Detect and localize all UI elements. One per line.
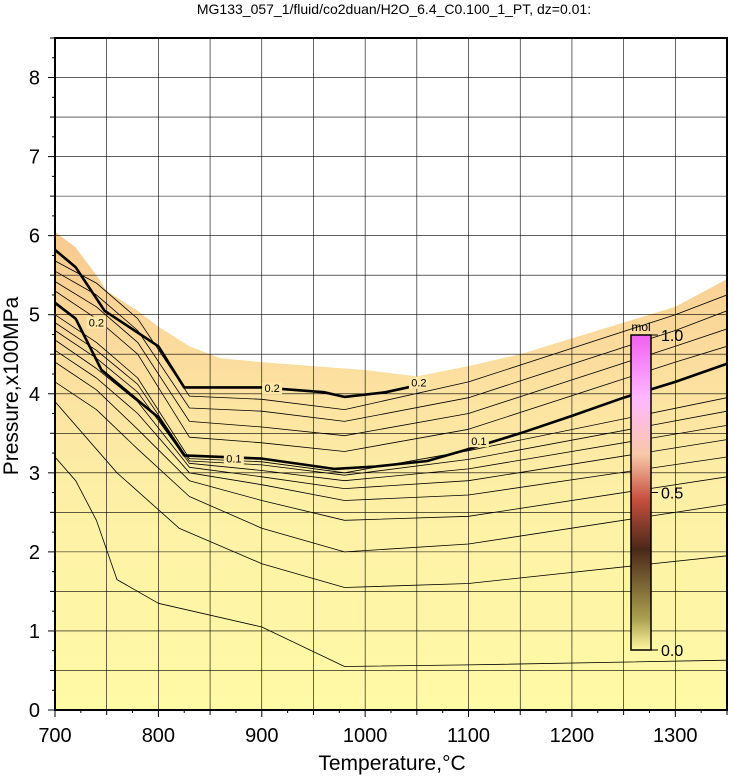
y-tick-label: 4 — [29, 384, 40, 406]
contour-line — [55, 281, 727, 437]
contour-label: 0.2 — [411, 378, 426, 390]
x-axis-label: Temperature,°C — [318, 752, 465, 775]
contour-line — [55, 361, 727, 521]
contour-line — [55, 248, 423, 399]
contour-label-bg — [262, 382, 283, 395]
contour-labels: 0.2 0.2 0.1 0.1 0.2 — [86, 316, 489, 466]
contour-line — [55, 339, 727, 490]
contour-label: 0.1 — [471, 436, 486, 448]
contour-label: 0.2 — [89, 318, 104, 330]
contour-line — [55, 301, 727, 471]
y-tick-label: 1 — [29, 621, 40, 643]
y-tick-label: 3 — [29, 463, 40, 485]
contour-label: 0.1 — [226, 454, 241, 466]
x-tick-label: 900 — [245, 725, 278, 747]
x-tick-label: 1200 — [550, 725, 595, 747]
y-tick-label: 7 — [29, 147, 40, 169]
y-tick-labels: 0 1 2 3 4 5 6 7 8 — [29, 68, 40, 722]
x-tick-label: 800 — [142, 725, 175, 747]
x-tick-labels: 700 800 900 1000 1100 1200 1300 — [38, 725, 697, 747]
plot-area: 0.20.20.10.10.2 700 800 900 1000 1100 1200 130… — [29, 37, 728, 747]
y-tick-label: 0 — [29, 700, 40, 722]
x-tick-label: 1300 — [653, 725, 698, 747]
filled-field — [55, 231, 727, 710]
x-tick-label: 1100 — [447, 725, 490, 747]
contour-line — [55, 381, 727, 553]
y-axis-label: Pressure,x100MPa — [0, 296, 23, 475]
contour-line — [55, 260, 727, 411]
contour-label-bg — [86, 316, 107, 329]
contour-label: 0.2 — [264, 383, 279, 395]
y-tick-label: 6 — [29, 226, 40, 248]
grid-lines — [55, 38, 727, 710]
colorbar-ticks: 0.0 0.5 1.0 — [651, 328, 683, 660]
contour-line — [55, 270, 727, 422]
colorbar-tick-label: 0.5 — [661, 486, 683, 503]
x-tick-label: 700 — [38, 725, 71, 747]
y-tick-label: 8 — [29, 68, 40, 90]
colorbar-tick-label: 0.0 — [661, 643, 683, 660]
contour-line — [55, 349, 727, 501]
chart-title: MG133_057_1/fluid/co2duan/H2O_6.4_C0.100… — [197, 1, 591, 17]
axis-ticks — [48, 37, 728, 717]
contour-line — [55, 456, 727, 667]
y-tick-label: 5 — [29, 305, 40, 327]
colorbar-label: mol — [631, 320, 650, 334]
y-tick-label: 2 — [29, 542, 40, 564]
contour-label-bg — [223, 452, 244, 465]
contour-line — [55, 330, 727, 482]
colorbar: mol 0.0 0.5 1.0 — [630, 320, 683, 660]
x-tick-label: 1000 — [343, 725, 388, 747]
contour-label-bg — [408, 376, 429, 389]
contour-label-bg — [468, 435, 489, 448]
colorbar-gradient — [630, 334, 652, 651]
colorbar-tick-label: 1.0 — [661, 328, 683, 345]
contour-line — [55, 290, 727, 452]
contour-line — [55, 401, 727, 588]
